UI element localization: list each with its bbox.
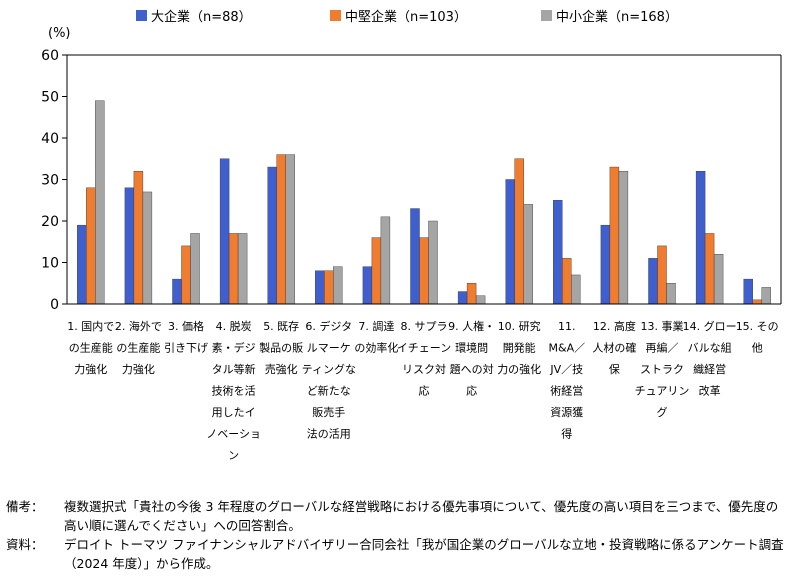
legend-swatch-medium	[330, 10, 341, 21]
bar	[475, 295, 486, 305]
bar	[553, 200, 563, 305]
legend-label-medium: 中堅企業（n=103）	[345, 10, 467, 25]
bar	[315, 270, 325, 305]
y-unit-label: (%)	[48, 26, 71, 41]
bar	[133, 170, 144, 305]
bar	[276, 154, 286, 305]
bar	[466, 283, 477, 305]
bar	[285, 154, 295, 305]
source-key: 資料：	[6, 537, 44, 552]
x-tick-label: 5. 既存製品の販売強化	[259, 319, 303, 376]
bar	[618, 170, 629, 305]
bar	[609, 166, 620, 305]
bar	[190, 233, 200, 305]
bar	[648, 258, 658, 305]
bar	[410, 208, 420, 305]
x-tick-label: 1. 国内での生産能力強化	[67, 319, 114, 376]
y-tick-label: 10	[41, 256, 59, 272]
bar	[142, 191, 153, 305]
x-tick-label: 12. 高度人材の確保	[592, 319, 636, 376]
bar	[237, 233, 248, 305]
x-tick-label: 10. 研究開発能力の強化	[497, 319, 541, 376]
bar	[523, 204, 533, 305]
x-tick-label: 11. M&A／ JV／技術経営資源獲得	[549, 320, 586, 441]
bar	[324, 270, 334, 305]
y-tick-label: 0	[50, 297, 59, 313]
bar	[704, 233, 715, 305]
bar	[514, 158, 524, 305]
bar	[428, 220, 438, 305]
x-tick-label: 2. 海外での生産能力強化	[115, 319, 162, 376]
y-tick-label: 50	[41, 90, 59, 106]
x-tick-label: 13. 事業再編／ストラクチュアリング	[635, 320, 690, 419]
bar	[371, 237, 382, 305]
bar	[695, 170, 706, 305]
x-tick-label: 3. 価格引き下げ	[164, 319, 208, 355]
chart-notes: 備考： 複数選択式「貴社の今後 3 年程度のグローバルな経営戦略における優先事項…	[6, 497, 788, 573]
source-row: 資料： デロイト トーマツ ファイナンシャルアドバイザリー合同会社「我が国企業の…	[6, 535, 788, 573]
bar	[761, 287, 771, 305]
legend-swatch-small	[541, 10, 552, 21]
bar	[228, 233, 239, 305]
x-tick-label: 14. グローバルな組織経営改革	[683, 319, 737, 398]
legend-item-small: 中小企業（n=168）	[541, 6, 678, 25]
bar	[267, 166, 277, 305]
x-tick-label: 4. 脱炭素・デジタル等新技術を活用したイノベーション	[206, 319, 261, 462]
remark-text: 複数選択式「貴社の今後 3 年程度のグローバルな経営戦略における優先事項について…	[64, 499, 779, 533]
bar	[419, 237, 429, 305]
y-tick-label: 20	[41, 214, 59, 230]
legend-label-small: 中小企業（n=168）	[556, 10, 678, 25]
bar	[713, 253, 724, 305]
bar	[333, 266, 343, 305]
remark-row: 備考： 複数選択式「貴社の今後 3 年程度のグローバルな経営戦略における優先事項…	[6, 497, 788, 535]
bar	[457, 291, 468, 305]
x-tick-label: 15. その他	[736, 320, 779, 355]
bar	[743, 278, 753, 305]
bar	[505, 179, 515, 305]
bar	[86, 187, 96, 305]
source-text: デロイト トーマツ ファイナンシャルアドバイザリー合同会社「我が国企業のグローバ…	[64, 537, 784, 571]
bar	[562, 258, 572, 305]
bar	[380, 216, 391, 305]
legend-swatch-large	[136, 10, 147, 21]
chart-legend: 大企業（n=88） 中堅企業（n=103） 中小企業（n=168）	[0, 4, 792, 26]
x-tick-label: 9. 人権・環境問題への対応	[448, 319, 495, 398]
bar	[95, 100, 105, 305]
bar	[752, 299, 762, 305]
y-tick-label: 30	[41, 173, 59, 189]
x-tick-label: 6. デジタルマーケティングなど新たな販売手法の活用	[302, 319, 356, 441]
bar	[571, 274, 581, 305]
legend-item-medium: 中堅企業（n=103）	[330, 6, 467, 25]
bar	[666, 283, 676, 305]
x-tick-label: 8. サプライチェーンリスク対応	[397, 320, 451, 398]
y-tick-label: 60	[41, 48, 59, 64]
legend-item-large: 大企業（n=88）	[136, 6, 252, 25]
x-tick-label: 7. 調達の効率化	[354, 319, 398, 355]
y-tick-label: 40	[41, 131, 59, 147]
bar	[657, 245, 667, 305]
bar	[77, 224, 87, 305]
bar	[219, 158, 230, 305]
remark-key: 備考：	[6, 499, 44, 514]
bar	[172, 278, 182, 305]
bar	[600, 224, 611, 305]
bar	[124, 187, 135, 305]
legend-label-large: 大企業（n=88）	[151, 10, 252, 25]
bar	[362, 266, 373, 305]
bar	[181, 245, 191, 305]
